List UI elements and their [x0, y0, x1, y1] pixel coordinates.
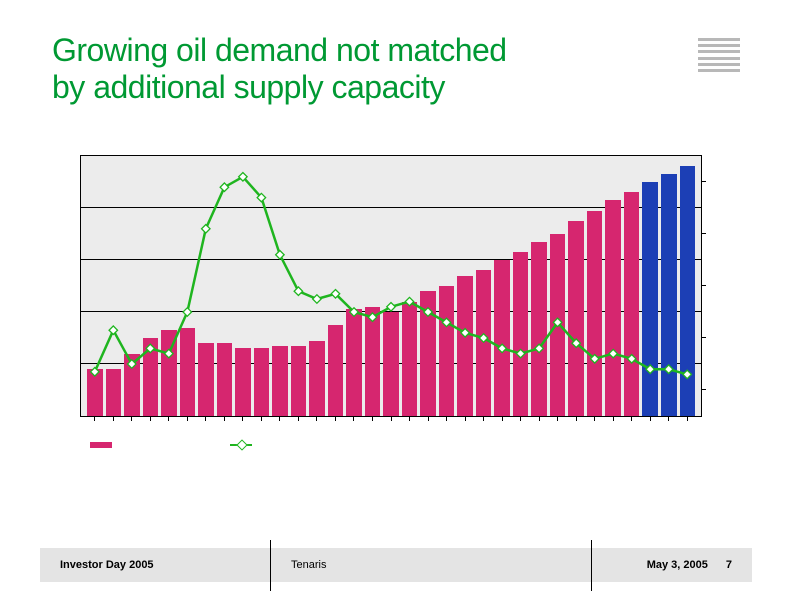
bar [661, 174, 677, 416]
bar [180, 328, 196, 416]
chart-bars [81, 156, 701, 416]
bar [439, 286, 455, 416]
bar [365, 307, 381, 416]
bar [217, 343, 233, 416]
bar [272, 346, 288, 416]
legend-line-swatch [230, 440, 252, 450]
bar [494, 260, 510, 416]
bar [106, 369, 122, 416]
bar [642, 182, 658, 416]
legend-bar-swatch [90, 442, 112, 448]
bar [143, 338, 159, 416]
bar [235, 348, 251, 416]
bar [513, 252, 529, 416]
slide: Growing oil demand not matchedby additio… [0, 0, 792, 612]
bar [198, 343, 214, 416]
bar [457, 276, 473, 416]
bar [568, 221, 584, 416]
bar [328, 325, 344, 416]
bar [254, 348, 270, 416]
bar [680, 166, 696, 416]
bar [476, 270, 492, 416]
chart-plot-area [80, 155, 702, 417]
chart [80, 155, 700, 435]
bar [161, 330, 177, 416]
bar [309, 341, 325, 416]
bar [587, 211, 603, 416]
bar [291, 346, 307, 416]
slide-title: Growing oil demand not matchedby additio… [52, 32, 507, 106]
footer-company: Tenaris [271, 548, 591, 582]
footer-event: Investor Day 2005 [40, 548, 270, 582]
bar [346, 309, 362, 416]
bar [420, 291, 436, 416]
footer: Investor Day 2005 Tenaris May 3, 2005 7 [40, 548, 752, 582]
chart-legend [90, 440, 260, 450]
bar [531, 242, 547, 416]
logo-icon [698, 38, 740, 72]
bar [605, 200, 621, 416]
bar [87, 369, 103, 416]
bar [402, 302, 418, 416]
footer-page: 7 [726, 559, 732, 571]
bar [383, 312, 399, 416]
bar [624, 192, 640, 416]
footer-date: May 3, 2005 [647, 559, 708, 571]
bar [124, 354, 140, 416]
bar [550, 234, 566, 416]
